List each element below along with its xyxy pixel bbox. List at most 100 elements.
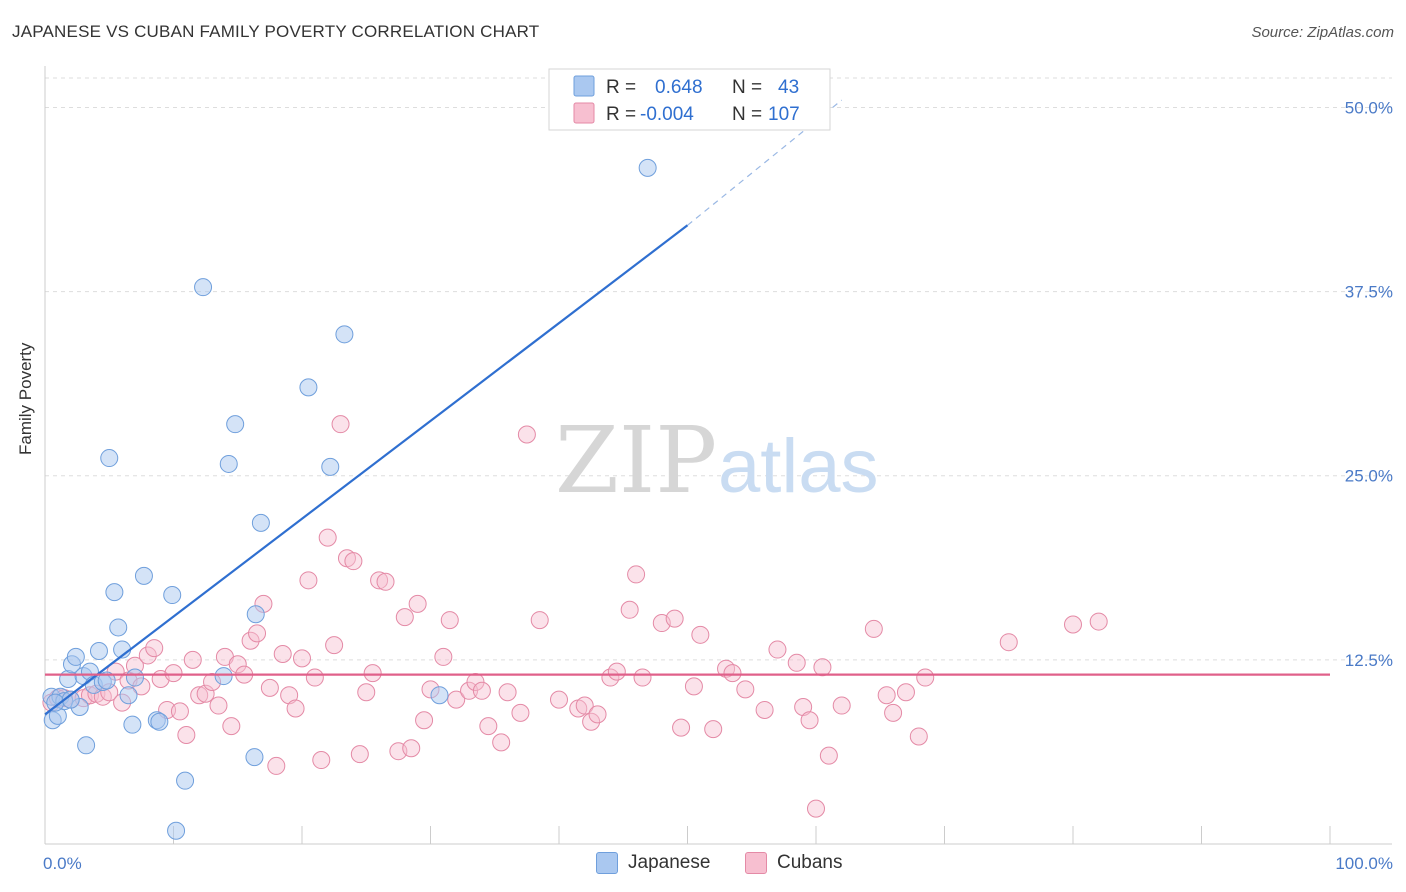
point-japanese-18 xyxy=(109,618,128,637)
point-japanese-42 xyxy=(61,690,80,709)
point-cubans-96 xyxy=(819,746,838,765)
point-japanese-23 xyxy=(134,566,153,585)
point-japanese-13 xyxy=(89,642,108,661)
point-cubans-41 xyxy=(312,751,331,770)
point-cubans-22 xyxy=(190,686,209,705)
point-cubans-53 xyxy=(395,608,414,627)
point-cubans-84 xyxy=(691,625,710,644)
point-japanese-10 xyxy=(77,736,96,755)
point-cubans-36 xyxy=(280,686,299,705)
legend-swatch-japanese xyxy=(573,75,595,97)
x-tick-label-0: 0.0% xyxy=(43,854,82,873)
point-cubans-95 xyxy=(813,658,832,677)
point-japanese-31 xyxy=(219,454,238,473)
point-japanese-40 xyxy=(638,158,657,177)
point-cubans-46 xyxy=(344,552,363,571)
watermark-zip: ZIP xyxy=(555,407,717,514)
point-cubans-61 xyxy=(460,681,479,700)
point-cubans-42 xyxy=(318,528,337,547)
point-cubans-14 xyxy=(138,646,157,665)
point-cubans-100 xyxy=(884,703,903,722)
point-cubans-23 xyxy=(196,684,215,703)
legend-n-label-cubans: N = xyxy=(732,104,762,125)
point-cubans-31 xyxy=(248,624,267,643)
point-japanese-35 xyxy=(245,748,264,767)
point-cubans-99 xyxy=(877,686,896,705)
point-cubans-28 xyxy=(228,655,247,674)
legend-r-label-japanese: R = xyxy=(606,77,636,98)
legend-n-label-japanese: N = xyxy=(732,77,762,98)
point-cubans-67 xyxy=(511,703,530,722)
point-cubans-87 xyxy=(723,664,742,683)
point-cubans-69 xyxy=(530,611,549,630)
point-cubans-85 xyxy=(704,720,723,739)
point-cubans-105 xyxy=(1064,615,1082,634)
point-cubans-19 xyxy=(170,702,189,721)
point-cubans-39 xyxy=(299,571,318,590)
point-cubans-49 xyxy=(363,664,382,683)
point-japanese-37 xyxy=(321,457,340,476)
legend-box: R = 0.648 N = 43 R = -0.004 N = 107 xyxy=(548,68,831,131)
point-japanese-22 xyxy=(125,668,144,687)
point-cubans-54 xyxy=(402,739,421,758)
point-cubans-40 xyxy=(305,668,324,687)
point-japanese-7 xyxy=(66,647,85,666)
point-cubans-78 xyxy=(627,565,646,584)
bottom-legend-label-japanese: Japanese xyxy=(628,852,711,873)
point-cubans-25 xyxy=(209,696,228,715)
point-cubans-83 xyxy=(684,677,703,696)
point-cubans-92 xyxy=(794,698,813,717)
point-cubans-79 xyxy=(633,668,652,687)
point-cubans-72 xyxy=(575,696,594,715)
point-cubans-43 xyxy=(325,636,344,655)
point-cubans-90 xyxy=(768,640,787,659)
point-cubans-30 xyxy=(241,631,260,650)
point-cubans-94 xyxy=(807,799,825,818)
point-cubans-62 xyxy=(466,672,485,691)
y-tick-label-3: 50.0% xyxy=(1345,98,1393,117)
point-japanese-25 xyxy=(150,712,169,731)
point-cubans-34 xyxy=(267,756,286,775)
y-tick-label-0: 12.5% xyxy=(1345,651,1393,670)
point-cubans-48 xyxy=(357,683,376,702)
point-japanese-39 xyxy=(430,686,449,705)
point-cubans-60 xyxy=(447,690,466,709)
point-cubans-37 xyxy=(286,699,305,718)
point-cubans-18 xyxy=(164,664,183,683)
legend-r-value-japanese: 0.648 xyxy=(655,77,703,98)
point-cubans-104 xyxy=(999,633,1018,652)
point-cubans-64 xyxy=(479,717,498,736)
point-cubans-102 xyxy=(909,727,928,746)
x-tick-labels: 0.0% 100.0% xyxy=(43,854,1393,873)
legend-n-value-japanese: 43 xyxy=(778,77,799,98)
bottom-legend-swatch-japanese xyxy=(596,852,618,874)
point-japanese-27 xyxy=(176,771,195,790)
point-cubans-68 xyxy=(517,425,536,444)
point-cubans-63 xyxy=(472,681,491,700)
watermark-atlas: atlas xyxy=(718,424,879,509)
point-cubans-70 xyxy=(550,690,568,709)
source-label: Source: ZipAtlas.com xyxy=(1251,24,1394,41)
point-japanese-38 xyxy=(335,325,354,344)
bottom-legend-label-cubans: Cubans xyxy=(777,852,843,873)
point-cubans-91 xyxy=(787,653,806,672)
point-cubans-81 xyxy=(665,609,684,628)
point-japanese-33 xyxy=(246,605,265,624)
point-japanese-32 xyxy=(226,415,245,434)
point-cubans-76 xyxy=(607,662,626,681)
y-tick-label-1: 25.0% xyxy=(1345,467,1393,486)
point-cubans-47 xyxy=(350,745,369,764)
legend-swatch-cubans xyxy=(573,102,595,124)
bottom-legend-cubans: Cubans xyxy=(745,852,843,874)
point-cubans-82 xyxy=(672,718,691,737)
point-cubans-51 xyxy=(376,572,395,591)
watermark: ZIP atlas xyxy=(555,407,879,514)
point-cubans-73 xyxy=(582,712,601,731)
point-cubans-58 xyxy=(434,647,453,666)
legend-frame xyxy=(548,68,831,131)
point-japanese-28 xyxy=(167,821,186,840)
point-japanese-34 xyxy=(251,513,270,532)
point-cubans-65 xyxy=(492,733,511,752)
point-cubans-77 xyxy=(620,600,639,619)
